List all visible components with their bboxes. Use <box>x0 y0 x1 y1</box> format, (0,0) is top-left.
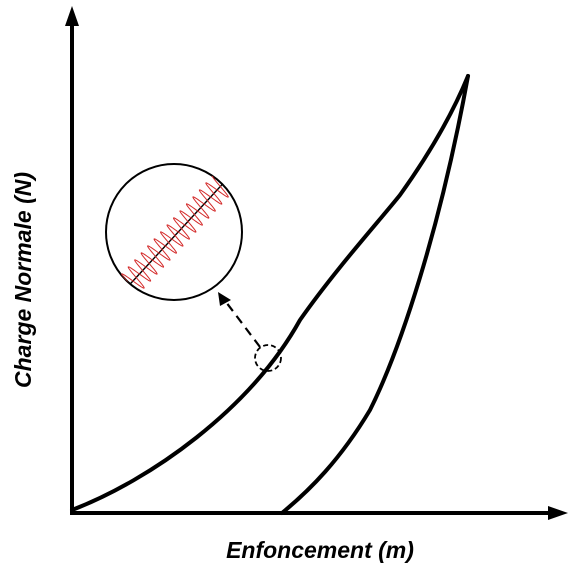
loading-curve <box>70 74 470 512</box>
x-axis-arrowhead <box>548 506 568 520</box>
zoom-circle <box>105 163 243 301</box>
detail-connector-arrowhead <box>218 292 231 306</box>
detail-marker-circle <box>254 344 282 372</box>
zoom-oscillation-signal <box>114 168 236 300</box>
detail-connector-line <box>225 301 261 348</box>
y-axis-label: Charge Normale (N) <box>10 172 36 388</box>
y-axis-arrowhead <box>65 6 79 26</box>
unloading-curve <box>280 74 470 515</box>
x-axis-label: Enfoncement (m) <box>226 537 414 563</box>
